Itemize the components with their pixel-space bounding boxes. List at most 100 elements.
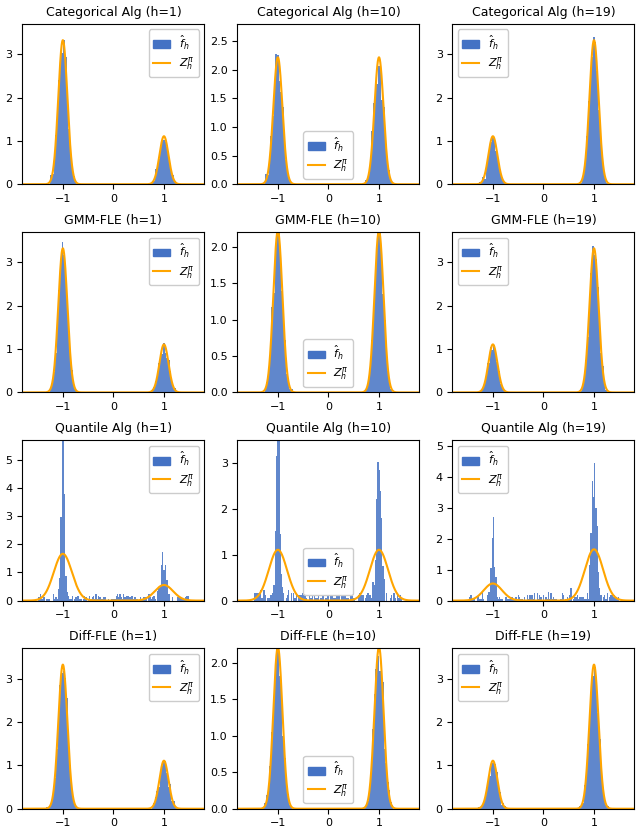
- Bar: [68, 129, 70, 184]
- Bar: [604, 595, 605, 600]
- Bar: [173, 801, 175, 809]
- Bar: [488, 591, 489, 600]
- Bar: [64, 678, 66, 809]
- Bar: [614, 595, 615, 600]
- Bar: [276, 646, 278, 809]
- Bar: [52, 384, 54, 393]
- Bar: [609, 597, 611, 600]
- Bar: [591, 679, 593, 809]
- Bar: [291, 592, 292, 600]
- Bar: [484, 179, 486, 184]
- Bar: [596, 71, 598, 184]
- Bar: [385, 146, 387, 184]
- Bar: [172, 597, 173, 600]
- Bar: [595, 43, 596, 184]
- Bar: [174, 181, 176, 184]
- Bar: [40, 594, 42, 600]
- Bar: [163, 140, 164, 184]
- Bar: [68, 736, 69, 809]
- Bar: [494, 140, 495, 184]
- Bar: [148, 594, 150, 600]
- Bar: [598, 329, 600, 393]
- Bar: [528, 599, 529, 600]
- Bar: [278, 233, 280, 393]
- Bar: [125, 595, 127, 600]
- Bar: [284, 339, 286, 393]
- Bar: [588, 101, 590, 184]
- Bar: [568, 599, 569, 600]
- Bar: [584, 373, 586, 393]
- Title: Categorical Alg (h=1): Categorical Alg (h=1): [45, 6, 181, 18]
- Bar: [618, 597, 619, 600]
- Bar: [316, 598, 317, 600]
- Bar: [395, 598, 396, 600]
- Bar: [63, 671, 64, 809]
- Bar: [391, 595, 392, 600]
- Bar: [553, 597, 554, 600]
- Bar: [51, 800, 52, 809]
- Bar: [161, 141, 163, 184]
- Legend: $\hat{f}_h$, $Z_h^\pi$: $\hat{f}_h$, $Z_h^\pi$: [303, 548, 353, 595]
- Bar: [257, 592, 259, 600]
- Bar: [100, 599, 102, 600]
- Bar: [277, 408, 278, 600]
- Bar: [344, 595, 345, 600]
- Bar: [271, 732, 273, 809]
- Bar: [280, 256, 281, 393]
- Bar: [123, 594, 124, 600]
- Bar: [74, 389, 76, 393]
- Bar: [54, 599, 55, 600]
- Bar: [369, 369, 371, 393]
- Bar: [578, 599, 579, 600]
- Bar: [287, 794, 289, 809]
- Bar: [580, 597, 582, 600]
- Bar: [556, 599, 557, 600]
- Bar: [111, 599, 112, 600]
- Bar: [269, 164, 271, 184]
- Bar: [161, 354, 163, 393]
- Bar: [529, 595, 531, 600]
- Bar: [60, 259, 61, 393]
- Bar: [598, 572, 599, 600]
- Bar: [283, 318, 284, 393]
- Bar: [589, 565, 590, 600]
- Bar: [116, 595, 117, 600]
- Legend: $\hat{f}_h$, $Z_h^\pi$: $\hat{f}_h$, $Z_h^\pi$: [458, 445, 508, 493]
- Bar: [42, 599, 43, 600]
- Bar: [582, 385, 584, 393]
- Bar: [274, 87, 275, 184]
- Bar: [478, 807, 479, 809]
- Bar: [473, 599, 474, 600]
- Bar: [591, 481, 593, 600]
- Bar: [527, 595, 528, 600]
- Bar: [267, 598, 268, 600]
- Bar: [382, 294, 384, 393]
- Bar: [524, 597, 525, 600]
- Bar: [164, 353, 166, 393]
- Bar: [586, 774, 588, 809]
- Bar: [112, 599, 113, 600]
- Bar: [158, 363, 160, 393]
- Bar: [177, 597, 179, 600]
- Bar: [282, 108, 284, 184]
- Bar: [539, 595, 540, 600]
- Bar: [143, 597, 145, 600]
- Bar: [536, 594, 538, 600]
- Bar: [399, 595, 401, 600]
- Bar: [304, 595, 305, 600]
- Bar: [552, 599, 553, 600]
- Bar: [79, 599, 81, 600]
- Bar: [81, 599, 82, 600]
- Bar: [129, 597, 131, 600]
- Bar: [158, 588, 159, 600]
- Bar: [504, 183, 506, 184]
- Bar: [49, 599, 50, 600]
- Bar: [97, 599, 98, 600]
- Bar: [142, 599, 143, 600]
- Bar: [300, 595, 301, 600]
- Bar: [383, 579, 385, 600]
- Bar: [486, 787, 488, 809]
- Bar: [83, 599, 84, 600]
- Bar: [607, 806, 609, 809]
- Bar: [278, 427, 280, 600]
